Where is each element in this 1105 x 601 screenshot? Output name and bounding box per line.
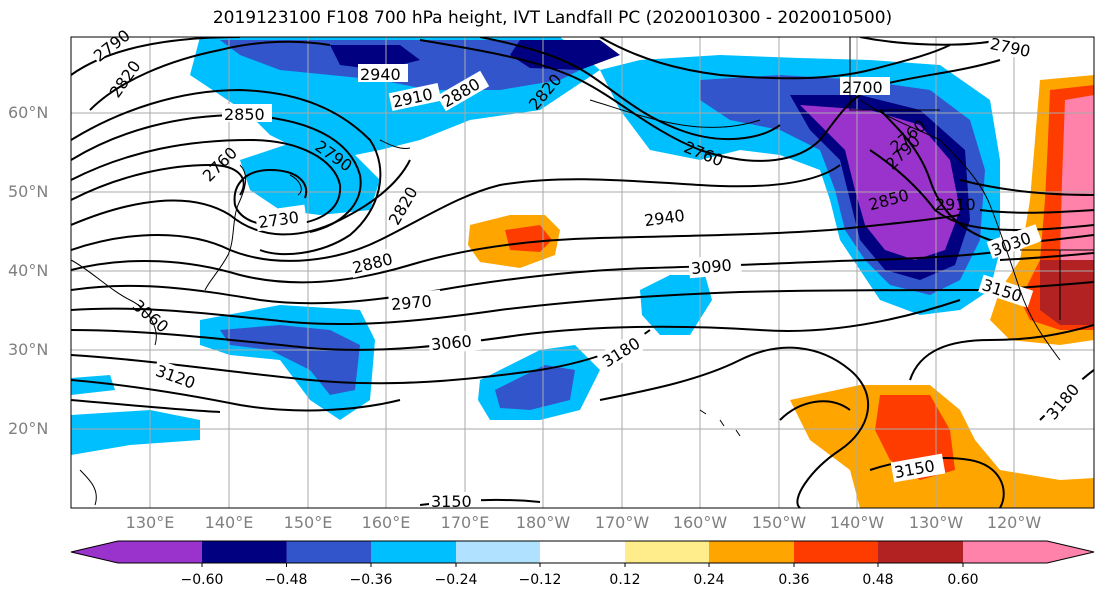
contour-line xyxy=(859,37,1001,46)
height-contours xyxy=(71,37,1094,508)
contour-label: 2940 xyxy=(360,65,401,84)
lon-label: 130°E xyxy=(125,513,175,532)
contour-line xyxy=(959,179,1094,196)
contour-label: 2790 xyxy=(988,34,1032,61)
colorbar-tick-label: −0.24 xyxy=(434,572,478,588)
colorbar-tick-label: 0.60 xyxy=(947,572,979,588)
ivt-region-west-strip xyxy=(71,410,200,455)
ivt-region-north-navy-2 xyxy=(510,40,620,70)
contour-label: 3090 xyxy=(690,256,732,278)
contour-label: 2850 xyxy=(224,105,265,124)
colorbar-tick-label: 0.12 xyxy=(609,572,641,588)
lon-label: 170°W xyxy=(594,513,650,532)
map-frame xyxy=(70,36,1095,509)
contour-line xyxy=(71,379,401,412)
contour-line xyxy=(779,400,851,421)
colorbar xyxy=(70,540,1095,567)
contour-line xyxy=(419,39,1001,162)
lon-label: 120°W xyxy=(986,513,1042,532)
contour-line xyxy=(71,329,651,385)
colorbar-tick-label: −0.48 xyxy=(264,572,308,588)
contour-line xyxy=(599,37,951,80)
colorbar-segment xyxy=(71,541,202,563)
map-title: 2019123100 F108 700 hPa height, IVT Land… xyxy=(212,8,893,28)
ivt-region-subtrop-center-core xyxy=(495,365,575,410)
colorbar-outline xyxy=(70,540,1095,564)
lat-label-40n: 40°N xyxy=(8,261,49,280)
lon-label: 180°W xyxy=(515,513,571,532)
ivt-region-central-pos-core xyxy=(505,225,552,252)
contour-line xyxy=(999,252,1094,261)
contour-label: 2760 xyxy=(199,143,241,185)
ivt-region-coast-pink xyxy=(1060,95,1094,300)
lon-label: 150°W xyxy=(751,513,807,532)
contour-line xyxy=(479,37,781,140)
colorbar-tick-label: −0.36 xyxy=(349,572,393,588)
colorbar-segment xyxy=(963,541,1094,563)
colorbar-tick-label: −0.60 xyxy=(180,572,224,588)
colorbar-tick-label: 0.24 xyxy=(693,572,725,588)
lon-label: 170°E xyxy=(440,513,490,532)
contour-line xyxy=(71,299,961,351)
ivt-region-north-core xyxy=(220,40,600,90)
contour-label: 2910 xyxy=(935,195,976,214)
colorbar-segment xyxy=(794,541,878,563)
ivt-region-subtrop-west-core xyxy=(220,325,360,395)
colorbar-segment xyxy=(709,541,794,563)
colorbar-segment xyxy=(625,541,709,563)
contour-label: 3060 xyxy=(430,332,472,354)
contour-line xyxy=(89,40,331,111)
ivt-region-north-navy xyxy=(330,45,420,70)
lat-label-20n: 20°N xyxy=(8,419,49,438)
contour-label: 2880 xyxy=(351,249,395,277)
lat-label-30n: 30°N xyxy=(8,340,49,359)
contour-label: 3180 xyxy=(599,334,644,372)
colorbar-tick-label: 0.36 xyxy=(778,572,810,588)
lon-label: 160°E xyxy=(361,513,411,532)
ivt-region-midpac-blue xyxy=(640,275,712,335)
contour-label: 2970 xyxy=(390,292,432,314)
contour-label: 2940 xyxy=(643,206,686,230)
lon-label: 150°E xyxy=(283,513,333,532)
colorbar-segment xyxy=(540,541,625,563)
colorbar-segment xyxy=(878,541,963,563)
contour-line xyxy=(71,159,411,236)
coastlines xyxy=(70,37,1094,506)
lon-label: 140°E xyxy=(204,513,254,532)
colorbar-tick-label: −0.12 xyxy=(518,572,562,588)
colorbar-segment xyxy=(371,541,456,563)
ivt-region-west-strip2 xyxy=(71,375,115,395)
contour-line xyxy=(71,163,245,201)
lon-label: 130°W xyxy=(908,513,964,532)
contour-line xyxy=(71,399,221,413)
contour-line xyxy=(71,164,841,262)
ivt-region-nw-low xyxy=(240,140,380,215)
contour-line xyxy=(599,346,869,508)
colorbar-tick-label: 0.48 xyxy=(862,572,894,588)
contour-label: 3150 xyxy=(431,492,472,511)
ivt-region-coast-dkred xyxy=(1040,260,1094,325)
contour-line xyxy=(71,289,981,326)
contour-label: 2820 xyxy=(106,57,145,101)
lat-label-50n: 50°N xyxy=(8,182,49,201)
colorbar-segment xyxy=(202,541,287,563)
contour-line xyxy=(71,138,342,227)
contour-line xyxy=(71,249,1011,305)
lon-label: 140°W xyxy=(829,513,885,532)
contour-line xyxy=(71,88,382,256)
contour-line xyxy=(71,214,961,284)
colorbar-segment xyxy=(286,541,371,563)
lon-label: 160°W xyxy=(672,513,728,532)
contour-label: 2700 xyxy=(842,78,883,97)
lat-label-60n: 60°N xyxy=(8,103,49,122)
contour-line xyxy=(71,113,362,233)
colorbar-segment xyxy=(456,541,540,563)
contour-line xyxy=(909,324,1094,381)
